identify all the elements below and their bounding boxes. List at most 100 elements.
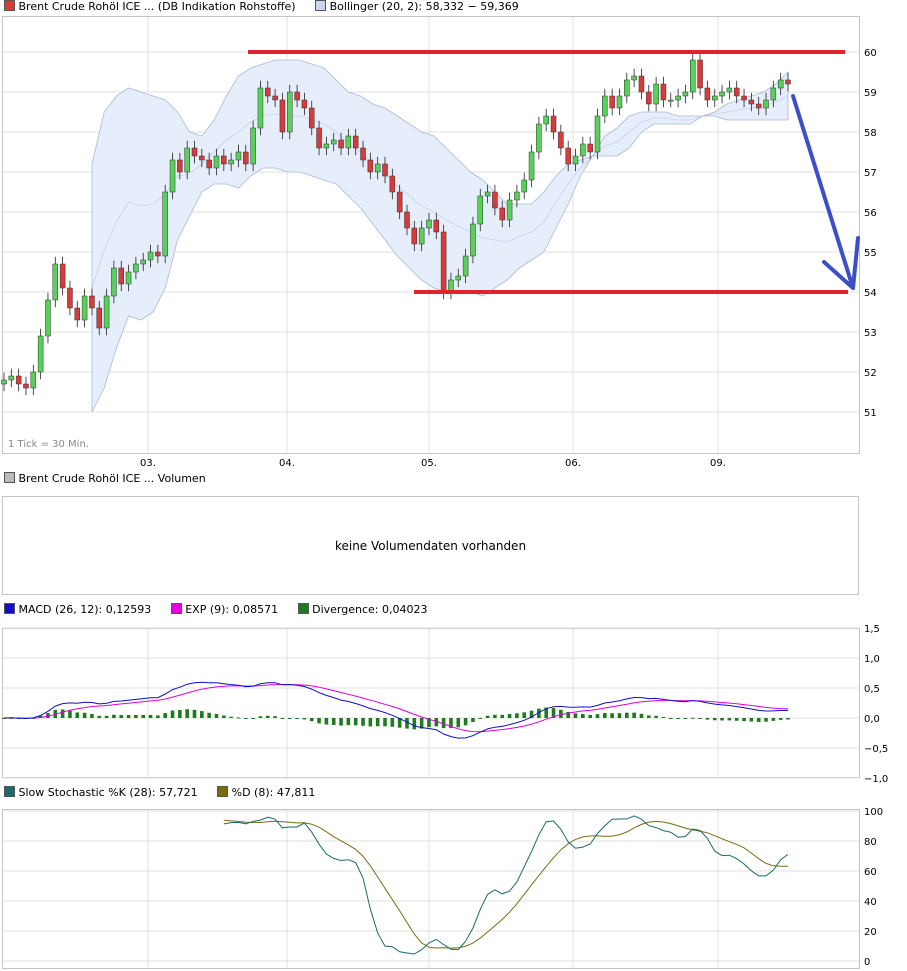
stoch-y-tick-label: 40 xyxy=(864,897,877,908)
legend-swatch-d xyxy=(217,786,229,797)
candle-body xyxy=(52,263,59,301)
candle-body xyxy=(726,87,733,93)
candle-body xyxy=(118,267,124,285)
legend-swatch-macd xyxy=(4,603,15,614)
candle-body xyxy=(1,379,7,385)
price-y-tick-label: 58 xyxy=(864,128,877,139)
divergence-bar xyxy=(243,718,248,719)
candle-body xyxy=(103,295,110,329)
candle-body xyxy=(638,75,645,93)
candle-body xyxy=(294,91,300,101)
candle-body xyxy=(770,87,777,101)
price-y-tick-label: 56 xyxy=(864,208,877,219)
divergence-bar xyxy=(529,710,534,718)
divergence-bar xyxy=(251,718,255,719)
divergence-bar xyxy=(273,716,277,718)
exp-legend-label: EXP (9): 0,08571 xyxy=(185,603,279,616)
divergence-bar xyxy=(178,710,182,718)
divergence-bar xyxy=(412,718,417,730)
divergence-bar xyxy=(625,712,629,718)
candle-body xyxy=(404,211,410,229)
divergence-bar xyxy=(581,713,585,718)
candle-body xyxy=(389,175,396,193)
candle-body xyxy=(177,159,183,173)
candle-body xyxy=(777,79,784,89)
price-y-tick-label: 54 xyxy=(864,288,877,299)
legend-swatch-price xyxy=(4,0,15,11)
divergence-bar xyxy=(200,711,204,718)
legend-swatch-divergence xyxy=(297,603,309,614)
candle-body xyxy=(345,135,352,149)
candle-body xyxy=(558,131,564,149)
candle-body xyxy=(499,207,505,221)
volume-legend: Brent Crude Rohöl ICE ... Volumen xyxy=(4,472,206,486)
divergence-bar xyxy=(148,714,153,718)
candle-body xyxy=(352,135,359,149)
candle-body xyxy=(594,115,601,153)
divergence-bar xyxy=(632,712,636,718)
volume-empty-message: keine Volumendaten vorhanden xyxy=(334,538,527,553)
candle-body xyxy=(59,263,66,289)
divergence-bar xyxy=(749,718,754,722)
divergence-bar xyxy=(207,712,211,718)
divergence-bar xyxy=(302,718,307,720)
price-x-tick-label: 04. xyxy=(279,458,295,469)
divergence-bar xyxy=(712,718,717,721)
candle-body xyxy=(199,155,205,161)
candle-body xyxy=(653,83,659,105)
candle-body xyxy=(360,147,366,161)
divergence-bar xyxy=(705,718,710,720)
divergence-bar xyxy=(141,714,146,718)
divergence-bar xyxy=(610,713,614,718)
divergence-bar xyxy=(97,715,102,718)
stoch-y-tick-label: 0 xyxy=(864,957,870,968)
candle-body xyxy=(418,227,425,245)
divergence-bar xyxy=(485,715,490,718)
candle-body xyxy=(565,147,571,165)
divergence-bar xyxy=(441,718,446,729)
stoch-k-line xyxy=(223,815,789,955)
divergence-bar xyxy=(463,718,468,726)
macd-y-tick-label: −0,5 xyxy=(864,744,888,755)
divergence-bar xyxy=(573,713,578,718)
candle-body xyxy=(609,95,615,109)
divergence-bar xyxy=(471,718,475,723)
macd-y-tick-label: 0,0 xyxy=(864,714,880,725)
divergence-bar xyxy=(397,718,402,728)
candle-body xyxy=(675,95,681,101)
macd-plot-frame xyxy=(2,628,860,778)
stoch-y-tick-label: 80 xyxy=(864,837,877,848)
divergence-bar xyxy=(170,710,175,718)
candle-body xyxy=(484,191,491,197)
forecast-arrow-head xyxy=(822,236,860,290)
candle-body xyxy=(704,87,711,101)
candle-body xyxy=(528,151,535,181)
candle-body xyxy=(308,107,315,129)
candle-body xyxy=(30,371,37,389)
divergence-bar xyxy=(346,718,351,726)
divergence-bar xyxy=(668,718,673,719)
divergence-bar xyxy=(90,713,94,718)
divergence-bar xyxy=(778,718,783,720)
macd-y-tick-label: 1,5 xyxy=(864,624,880,635)
candle-body xyxy=(514,191,520,201)
divergence-bar xyxy=(419,718,424,729)
candle-body xyxy=(23,383,29,389)
candle-body xyxy=(228,159,234,165)
divergence-bar xyxy=(734,718,739,721)
candle-body xyxy=(646,91,652,105)
candle-body xyxy=(67,287,73,309)
candle-body xyxy=(763,99,769,109)
candle-body xyxy=(477,195,484,225)
candle-body xyxy=(711,95,718,101)
candle-body xyxy=(624,79,630,97)
candle-body xyxy=(191,147,198,157)
price-x-tick-label: 06. xyxy=(565,458,581,469)
candle-body xyxy=(111,267,117,297)
bollinger-legend: Bollinger (20, 2): 58,332 − 59,369 xyxy=(329,0,519,13)
price-legend-title: Brent Crude Rohöl ICE ... (DB Indikation… xyxy=(18,0,296,13)
bollinger-middle-line xyxy=(91,95,789,289)
divergence-bar xyxy=(500,714,505,718)
candle-body xyxy=(550,115,557,133)
candle-body xyxy=(433,219,440,233)
